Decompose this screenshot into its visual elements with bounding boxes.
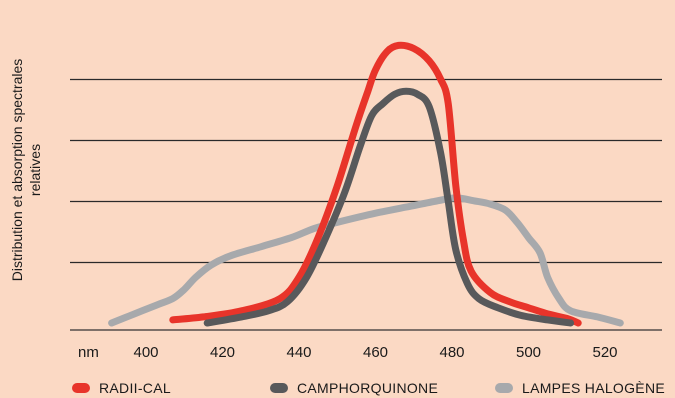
- x-tick-label: 400: [133, 344, 158, 361]
- x-axis-ticks: 400 420 440 460 480 500 520: [133, 344, 617, 361]
- legend-swatch: [72, 383, 90, 393]
- gridlines: [70, 78, 662, 264]
- y-axis-label: Distribution et absorption spectrales re…: [9, 59, 43, 282]
- legend-item-radii-cal: RADII-CAL: [72, 380, 171, 396]
- series-line-lampes-halogene: [108, 194, 624, 327]
- legend-item-camphorquinone: CAMPHORQUINONE: [270, 380, 438, 396]
- x-tick-label: 460: [363, 344, 388, 361]
- x-unit-label: nm: [78, 344, 99, 361]
- legend-label: RADII-CAL: [99, 380, 171, 396]
- legend: RADII-CAL CAMPHORQUINONE LAMPES HALOGÈNE: [72, 380, 665, 396]
- x-tick-label: 420: [210, 344, 235, 361]
- legend-swatch: [270, 383, 288, 393]
- x-tick-label: 520: [592, 344, 617, 361]
- series-line-radii-cal: [169, 41, 582, 327]
- x-tick-label: 500: [516, 344, 541, 361]
- y-axis-label-line-1: Distribution et absorption spectrales: [9, 59, 25, 282]
- x-tick-label: 440: [286, 344, 311, 361]
- x-tick-label: 480: [439, 344, 464, 361]
- legend-label: CAMPHORQUINONE: [297, 380, 438, 396]
- legend-item-lampes-halogene: LAMPES HALOGÈNE: [495, 380, 665, 396]
- legend-swatch: [495, 383, 513, 393]
- series-line-camphorquinone: [203, 87, 575, 327]
- series-lines: [108, 41, 624, 327]
- y-axis-label-line-2: relatives: [27, 144, 43, 196]
- legend-label: LAMPES HALOGÈNE: [522, 380, 665, 396]
